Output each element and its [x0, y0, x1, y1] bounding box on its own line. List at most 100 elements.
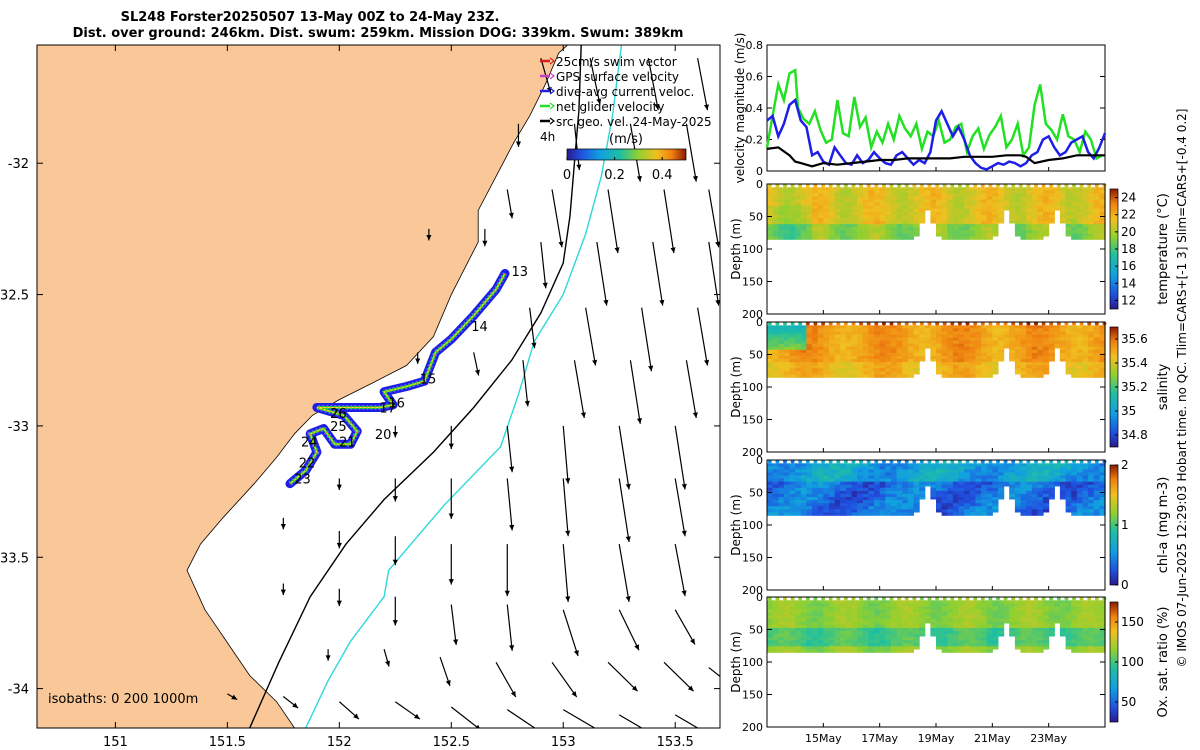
section-ytick-label: 100 — [742, 519, 763, 532]
map-ytick-label: -32 — [8, 157, 29, 172]
current-vectors — [227, 57, 720, 728]
current-vector — [280, 517, 286, 530]
current-vector — [663, 661, 694, 692]
current-vector — [448, 478, 454, 519]
colorbar-tick-label: 1 — [1121, 518, 1129, 532]
current-vector — [647, 58, 660, 111]
velocity-panel: 0 0.2 0.4 0.6 0.8 velocity magnitude (m/s) — [733, 33, 1107, 183]
section-ytick-label: 100 — [742, 243, 763, 256]
section-ytick-label: 100 — [742, 381, 763, 394]
current-vector — [448, 425, 454, 450]
colorbar-tick-label: 12 — [1121, 293, 1136, 307]
colorbar-annotation: 4h — [540, 130, 555, 144]
section-ylabel: Depth (m) — [729, 218, 743, 279]
section-ytick-label: 150 — [742, 414, 763, 427]
section-xtick-label: 17May — [861, 732, 898, 745]
current-vector — [618, 609, 640, 651]
section-field — [767, 459, 1107, 516]
current-vector — [282, 696, 299, 709]
current-vector — [394, 701, 421, 720]
map-frame — [36, 44, 721, 729]
colorbar-tick-label: 150 — [1121, 615, 1144, 629]
current-vector — [336, 588, 342, 607]
section-xtick-label: 23May — [1030, 732, 1067, 745]
current-vector — [280, 583, 286, 596]
isobath-200m — [249, 45, 582, 728]
map-xtick-label: 153.5 — [657, 735, 694, 750]
section-ytick-label: 0 — [756, 316, 763, 329]
svg-text:GPS surface velocity: GPS surface velocity — [556, 70, 679, 84]
section-field — [767, 183, 1107, 240]
colorbar-tick-label: 0 — [1121, 578, 1129, 592]
current-vector — [506, 189, 514, 219]
day-label: 26 — [330, 407, 347, 422]
section-field — [767, 321, 1107, 378]
colorbar-tick-label: 50 — [1121, 695, 1136, 709]
current-vector — [618, 714, 643, 728]
chla-section: 0 50 100 150 200 Depth (m) 2 1 0 chl-a (mg m-3) — [729, 454, 1171, 597]
velocity-ytick-label: 0.8 — [746, 39, 764, 52]
section-ytick-label: 150 — [742, 689, 763, 702]
velocity-ytick-label: 0 — [756, 165, 763, 178]
day-label: 14 — [471, 320, 488, 335]
colorbar-tick-label: 18 — [1121, 242, 1136, 256]
svg-text:src geo. vel. 24-May-2025: src geo. vel. 24-May-2025 — [556, 115, 712, 129]
velocity-ytick-label: 0.2 — [746, 134, 764, 147]
current-vector — [392, 425, 398, 438]
day-label: 17 — [379, 402, 396, 417]
day-label: 20 — [375, 428, 392, 443]
map-xtick-label: 151.5 — [209, 735, 246, 750]
section-ytick-label: 150 — [742, 276, 763, 289]
section-ylabel: Depth (m) — [729, 494, 743, 555]
colorbar-tick-label: 0.2 — [604, 168, 625, 183]
section-ytick-label: 200 — [742, 721, 763, 734]
current-vector — [338, 701, 360, 720]
velocity-ytick-label: 0.4 — [746, 102, 764, 115]
current-vector — [540, 241, 548, 289]
current-vector — [708, 667, 720, 678]
day-label: 24 — [301, 436, 318, 451]
colorbar-tick-label: 0 — [563, 168, 571, 183]
section-ylabel: Depth (m) — [729, 356, 743, 417]
current-vector — [562, 609, 579, 657]
map-ticks: 151 151.5 152 152.5 153 153.5 -32 -32.5 -33 -33.5… — [0, 45, 720, 750]
current-vector — [506, 478, 515, 531]
current-vector — [551, 661, 578, 698]
current-vector — [506, 604, 515, 651]
colorbar-label: temperature (°C) — [1156, 193, 1171, 305]
section-ytick-label: 50 — [749, 349, 763, 362]
current-vector — [450, 604, 459, 646]
section-ylabel: Depth (m) — [729, 631, 743, 692]
section-ytick-label: 0 — [756, 591, 763, 604]
velocity-line — [766, 97, 1107, 171]
isobath-label: isobaths: 0 200 1000m — [48, 692, 198, 707]
section-ytick-label: 200 — [742, 308, 763, 321]
map-xtick-label: 152 — [327, 735, 352, 750]
day-label: 13 — [512, 265, 529, 280]
current-vector — [697, 58, 709, 111]
svg-text:25cm/s swim vector: 25cm/s swim vector — [556, 55, 677, 69]
current-vector — [515, 123, 522, 147]
map-ytick-label: -33.5 — [0, 551, 29, 566]
current-vector — [426, 228, 432, 241]
copyright-note: © IMOS 07-Jun-2025 12:29:03 Hobart time.… — [1175, 109, 1189, 668]
current-vector — [506, 425, 515, 473]
current-vector — [573, 360, 586, 419]
current-vector — [708, 189, 720, 248]
current-vector — [336, 530, 342, 549]
colorbar-tick-label: 24 — [1121, 191, 1136, 205]
day-label: 22 — [299, 457, 316, 472]
section-xtick-label: 19May — [918, 732, 955, 745]
current-vector — [325, 649, 331, 661]
temperature-section: 0 50 100 150 200 Depth (m) 24 22 20 18 16 14 12 tempe… — [729, 178, 1171, 321]
current-vector — [607, 189, 620, 254]
colorbar-tick-label: 16 — [1121, 259, 1136, 273]
colorbar-label: salinity — [1156, 363, 1171, 410]
colorbar-tick-label: 14 — [1121, 276, 1136, 290]
current-vector — [495, 662, 517, 698]
current-vector — [562, 425, 571, 484]
section-ytick-label: 200 — [742, 584, 763, 597]
section-ytick-label: 50 — [749, 487, 763, 500]
current-vector — [450, 706, 480, 728]
